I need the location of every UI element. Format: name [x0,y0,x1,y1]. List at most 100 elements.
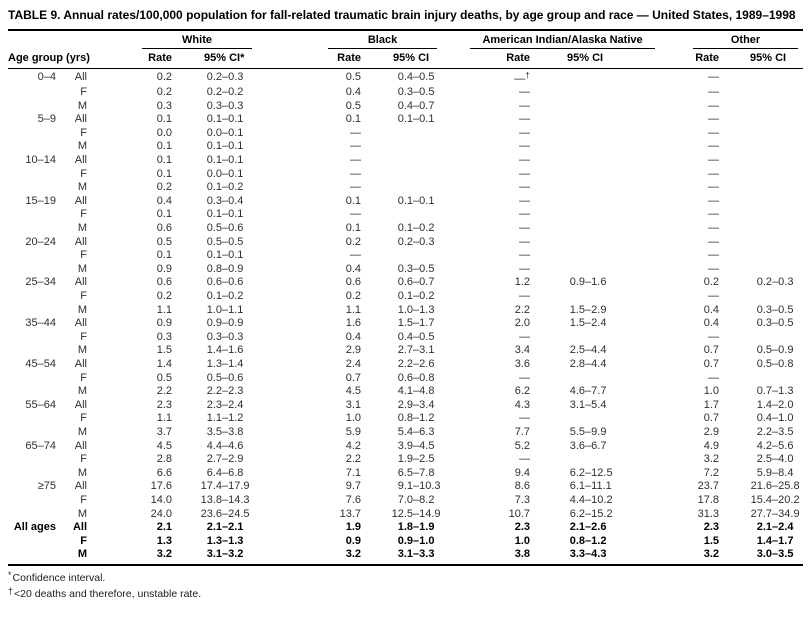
other-ci-cell: 1.4–2.0 [756,398,794,411]
white-rate-cell: 14.0 [150,493,172,506]
aian-ci-cell [532,290,627,304]
other-ci-cell [721,113,803,127]
aian-ci-cell [532,86,627,100]
white-rate-cell: 0.1 [156,167,172,180]
group-label-black: Black [328,34,438,49]
table-row: 10–14 All 0.1 0.1–0.1 — — — [8,154,803,168]
aian-ci-cell [532,222,627,236]
aian-rate-cell: — [519,371,531,384]
black-ci-cell: 3.9–4.5 [397,439,435,452]
aian-rate-cell: 10.7 [508,507,531,520]
other-ci-cell [721,331,803,345]
aian-ci-cell: 1.5–2.4 [569,317,607,330]
aian-ci-cell: 2.1–2.6 [569,521,607,534]
black-ci-cell: 9.1–10.3 [397,480,441,493]
white-rate-cell: 0.1 [156,249,172,262]
other-ci-cell: 0.5–0.9 [756,344,794,357]
aian-ci-cell: 1.5–2.9 [569,303,607,316]
white-ci-cell: 0.1–0.2 [206,181,244,194]
white-rate-cell: 0.1 [156,208,172,221]
other-rate-cell: 1.7 [703,398,720,411]
table-row: F 0.1 0.1–0.1 — — — [8,249,803,263]
age-group-cell: 25–34 [25,276,56,289]
other-rate-cell: 4.9 [703,439,720,452]
aian-rate-cell: 1.2 [514,276,531,289]
aian-ci-cell [532,208,627,222]
age-group-cell: 35–44 [25,317,56,330]
other-ci-cell [721,181,803,195]
black-rate-cell: 1.1 [345,303,362,316]
other-ci-cell: 0.3–0.5 [756,317,794,330]
black-rate-cell: — [350,181,362,194]
age-group-cell [8,222,56,236]
age-group-cell: 45–54 [25,357,56,370]
other-ci-cell [721,154,803,168]
table-row: F 2.8 2.7–2.9 2.2 1.9–2.5 — 3.2 2.5–4.0 [8,453,803,467]
white-rate-cell: 0.3 [156,330,172,343]
aian-ci-cell [532,127,627,141]
table-row: 5–9 All 0.1 0.1–0.1 0.1 0.1–0.1 — — [8,113,803,127]
black-rate-cell: 1.6 [345,317,362,330]
black-rate-cell: 0.2 [345,290,362,302]
white-rate-cell: 0.2 [156,70,172,83]
white-rate-cell: 2.1 [156,521,172,534]
black-rate-cell: 0.4 [345,330,362,343]
table-row: M 1.5 1.4–1.6 2.9 2.7–3.1 3.4 2.5–4.4 0.7 0.5–0.… [8,344,803,358]
aian-ci-cell: 3.1–5.4 [569,398,607,411]
table-row: M 1.1 1.0–1.1 1.1 1.0–1.3 2.2 1.5–2.9 0.4 0.3–0.… [8,304,803,318]
age-group-cell [8,140,56,154]
black-rate-cell: — [350,167,362,180]
sex-cell: M [77,262,87,275]
black-rate-cell: 2.4 [345,357,362,370]
other-rate-cell: — [708,99,720,112]
aian-ci-cell: 6.2–15.2 [569,507,613,520]
age-group-cell: 20–24 [25,235,56,248]
age-group-header: Age group (yrs) [8,48,90,69]
white-rate-cell: 2.8 [156,453,172,466]
black-rate-cell: — [350,154,362,167]
aian-rate-cell: — [519,140,531,153]
other-ci-cell [721,68,803,86]
other-rate-cell: 1.5 [703,534,720,547]
sex-cell: All [74,317,87,330]
white-rate-cell: 1.1 [156,303,172,316]
white-rate-cell: 1.5 [156,344,172,357]
white-ci-cell: 0.2–0.2 [206,86,244,99]
aian-rate-cell: — [519,194,531,207]
aian-rate-cell: — [519,208,531,221]
black-ci-cell: 12.5–14.9 [391,507,441,520]
white-ci-cell: 1.4–1.6 [206,344,244,357]
white-ci-cell: 1.3–1.4 [206,357,244,370]
black-ci-cell: 1.5–1.7 [397,317,435,330]
other-rate-cell: — [708,86,720,99]
black-ci-cell: 0.3–0.5 [397,86,435,99]
aian-rate-cell: — [519,86,531,99]
other-ci-cell: 2.5–4.0 [756,453,794,466]
white-ci-cell: 0.1–0.2 [206,290,244,302]
age-group-cell [8,508,56,522]
age-group-cell: 5–9 [37,113,56,126]
table-row: M 0.6 0.5–0.6 0.1 0.1–0.2 — — [8,222,803,236]
other-rate-cell: — [708,167,720,180]
white-ci-cell: 6.4–6.8 [206,466,244,479]
black-ci-cell: 5.4–6.3 [397,425,435,438]
aian-rate-header: Rate [437,48,533,69]
black-ci-cell: 0.1–0.1 [397,194,435,207]
black-rate-cell: — [350,208,362,221]
aian-rate-cell: — [519,290,531,302]
black-ci-cell: 0.1–0.2 [397,222,435,235]
table-row: 55–64 All 2.3 2.3–2.4 3.1 2.9–3.4 4.3 3.1–5.4 1.… [8,399,803,413]
other-ci-cell: 2.2–3.5 [756,425,794,438]
table-title: TABLE 9. Annual rates/100,000 population… [8,8,796,22]
aian-ci-cell [532,100,627,114]
aian-rate-cell: — [519,262,531,275]
aian-rate-cell: — [519,249,531,262]
white-rate-cell: 2.2 [156,385,172,398]
sex-cell: All [74,398,87,411]
table-row: M 6.6 6.4–6.8 7.1 6.5–7.8 9.4 6.2–12.5 7.2 5.9–8… [8,467,803,481]
other-ci-cell [721,100,803,114]
table-row: ≥75 All 17.6 17.4–17.9 9.7 9.1–10.3 8.6 6.1–11.… [8,480,803,494]
table-row: M 0.2 0.1–0.2 — — — [8,181,803,195]
white-rate-cell: 3.2 [90,548,174,566]
other-rate-cell: 2.3 [703,521,720,534]
